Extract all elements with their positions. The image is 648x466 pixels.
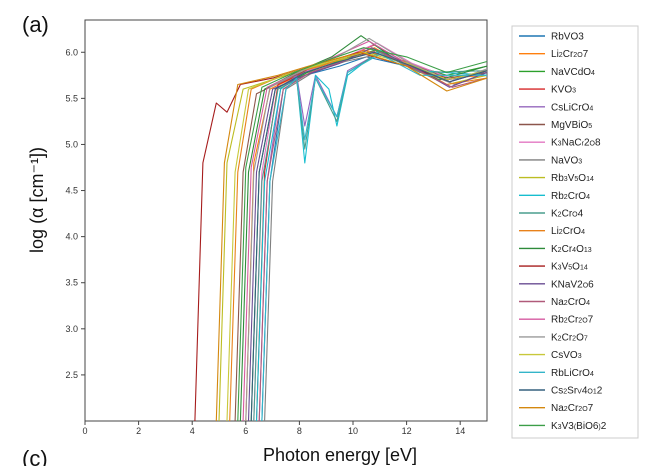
legend-entry: Li2CrO4 bbox=[551, 226, 585, 237]
legend-entry: K2Cr2O7 bbox=[551, 332, 588, 343]
legend-entry: Cs2SrV4O12 bbox=[551, 386, 603, 397]
plot-area: 0 2 4 6 8 10 12 14 2.5 3.0 3.5 4.0 4.5 5.0 5.5 6.0 bbox=[65, 19, 488, 436]
legend-entry: KNaV2O6 bbox=[551, 279, 594, 290]
series-line bbox=[218, 53, 488, 422]
legend-entry: K3NaCr2O8 bbox=[551, 138, 601, 149]
y-ticks: 2.5 3.0 3.5 4.0 4.5 5.0 5.5 6.0 bbox=[65, 47, 85, 380]
legend-entry: KVO3 bbox=[551, 85, 576, 96]
y-tick-label: 3.5 bbox=[65, 278, 78, 288]
legend-entry: Rb2CrO4 bbox=[551, 191, 590, 202]
y-tick-label: 3.0 bbox=[65, 324, 78, 334]
series-line bbox=[253, 51, 488, 422]
legend-items: RbVO3 Li2Cr2O7 NaVCdO4 KVO3 CsLiCrO4 MgVBiO5 K… bbox=[519, 32, 607, 432]
y-axis-label: log (α [cm⁻¹]) bbox=[27, 147, 47, 253]
legend-entry: RbLiCrO4 bbox=[551, 368, 594, 379]
panel-label: (a) bbox=[22, 12, 49, 37]
x-axis-label: Photon energy [eV] bbox=[263, 445, 417, 465]
series-line bbox=[261, 56, 488, 422]
legend-entry: CsLiCrO4 bbox=[551, 102, 593, 113]
legend-entry: K3V5O14 bbox=[551, 262, 588, 273]
legend: RbVO3 Li2Cr2O7 NaVCdO4 KVO3 CsLiCrO4 MgVBiO5 K… bbox=[511, 25, 639, 439]
x-tick-label: 14 bbox=[455, 426, 465, 436]
series-line bbox=[255, 49, 488, 422]
series-line bbox=[258, 49, 488, 422]
legend-entry: K3V3(BiO6)2 bbox=[551, 421, 607, 432]
series-layer bbox=[194, 35, 488, 422]
x-tick-label: 0 bbox=[82, 426, 87, 436]
plot-frame bbox=[84, 19, 488, 422]
legend-entry: MgVBiO5 bbox=[551, 120, 592, 131]
series-line bbox=[237, 47, 488, 422]
series-line bbox=[264, 53, 488, 422]
series-line bbox=[226, 51, 488, 422]
legend-entry: K2Cr4O13 bbox=[551, 244, 592, 255]
legend-entry: NaVCdO4 bbox=[551, 67, 595, 78]
x-tick-label: 10 bbox=[348, 426, 358, 436]
x-tick-label: 8 bbox=[297, 426, 302, 436]
legend-entry: NaVO3 bbox=[551, 155, 582, 166]
y-tick-label: 4.0 bbox=[65, 232, 78, 242]
series-line bbox=[250, 51, 488, 422]
x-tick-label: 6 bbox=[243, 426, 248, 436]
legend-entry: Na2Cr2O7 bbox=[551, 403, 594, 414]
x-tick-label: 12 bbox=[402, 426, 412, 436]
series-line bbox=[250, 49, 488, 422]
series-line bbox=[245, 47, 488, 422]
x-tick-label: 2 bbox=[136, 426, 141, 436]
y-tick-label: 6.0 bbox=[65, 47, 78, 57]
y-tick-label: 5.5 bbox=[65, 93, 78, 103]
legend-entry: K2CrO4 bbox=[551, 209, 584, 220]
y-tick-label: 4.5 bbox=[65, 186, 78, 196]
legend-entry: Rb3V5O14 bbox=[551, 173, 594, 184]
legend-frame bbox=[511, 25, 639, 439]
legend-entry: CsVO3 bbox=[551, 350, 582, 361]
series-line bbox=[261, 53, 487, 422]
y-tick-label: 5.0 bbox=[65, 139, 78, 149]
x-tick-label: 4 bbox=[190, 426, 195, 436]
x-ticks: 0 2 4 6 8 10 12 14 bbox=[82, 421, 465, 436]
legend-entry: Rb2Cr2O7 bbox=[551, 315, 594, 326]
y-tick-label: 2.5 bbox=[65, 370, 78, 380]
legend-entry: RbVO3 bbox=[551, 32, 584, 43]
series-line bbox=[253, 42, 488, 422]
legend-entry: Li2Cr2O7 bbox=[551, 49, 589, 60]
series-line bbox=[255, 44, 488, 422]
bottom-panel-label: (c) bbox=[22, 446, 48, 466]
series-line bbox=[234, 51, 488, 422]
legend-entry: Na2CrO4 bbox=[551, 297, 590, 308]
series-line bbox=[258, 51, 488, 422]
